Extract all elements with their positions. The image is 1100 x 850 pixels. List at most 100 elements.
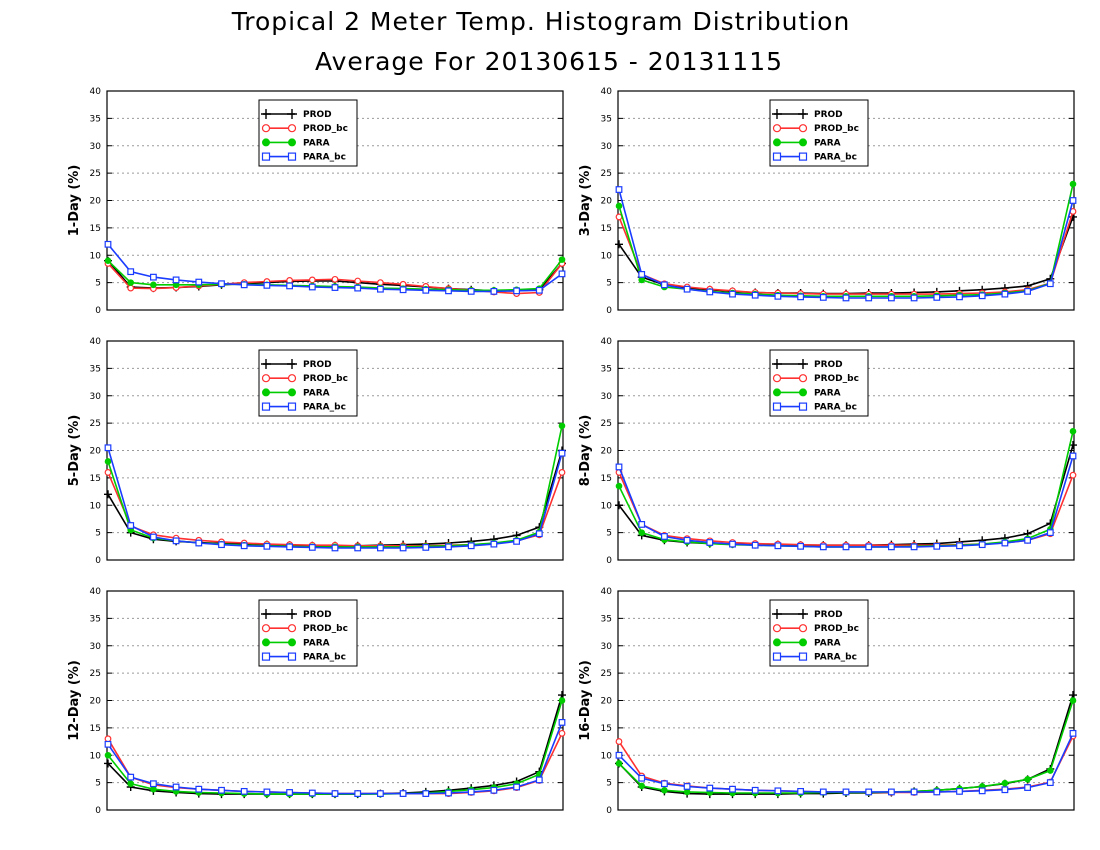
data-point-para-bc [774,787,782,795]
data-point-para-bc [729,290,736,298]
legend-marker-para [288,138,296,147]
legend: PROD PROD_bc PARA PARA_bc [258,99,358,167]
data-point-para [1069,428,1077,435]
data-point-para-bc [887,294,895,302]
data-point-prod [615,240,623,249]
figure-subtitle: Average For 20130615 - 20131115 [315,47,783,76]
data-point-para [150,785,157,793]
data-point-para-bc [660,281,668,289]
legend-marker-para-bc [772,402,782,411]
data-point-prod-bc [104,735,112,743]
data-point-prod [104,490,112,499]
data-point-para [1047,767,1054,774]
y-tick-label: 25 [90,669,101,679]
legend-marker-prod-bc [798,374,808,383]
data-point-para-bc [150,273,157,281]
legend-marker-prod-bc [261,624,271,633]
data-point-para [615,202,623,210]
y-tick-label: 25 [601,669,612,679]
y-tick-label: 15 [601,474,612,484]
data-point-para-bc [422,544,430,551]
y-tick-label: 35 [90,114,101,124]
data-point-prod-bc [377,279,384,287]
data-point-para [104,257,112,265]
data-point-para-bc [683,783,691,790]
y-tick-label: 5 [95,779,101,789]
data-point-para-bc [445,789,452,797]
legend-label-prod: PROD [303,360,332,370]
data-point-para-bc [615,751,623,759]
series-line-prod [618,444,1074,547]
data-point-para [558,697,566,704]
data-point-para-bc [1001,786,1009,794]
y-tick-label: 10 [90,501,102,511]
data-point-para-bc [195,278,203,286]
y-tick-label: 35 [90,364,101,374]
legend: PROD PROD_bc PARA PARA_bc [258,349,358,417]
data-point-para-bc [615,463,623,471]
data-point-para-bc [638,774,646,782]
legend-marker-para-bc [287,402,297,411]
data-point-para [104,751,112,759]
data-point-para-bc [1024,287,1032,295]
data-point-para-bc [751,291,759,299]
y-tick-label: 40 [601,337,613,347]
chart-panel-2: 0 5 10 15 20 25 30 35 40 3-Day (%) PROD PROD_bc PARA… [578,87,1077,316]
legend: PROD PROD_bc PARA PARA_bc [258,599,358,667]
y-tick-label: 30 [601,642,613,652]
data-point-para-bc [683,285,691,293]
data-point-para-bc [865,543,873,551]
data-point-para-bc [218,280,225,288]
y-tick-label: 35 [601,364,612,374]
data-point-para-bc [910,788,918,796]
data-point-para-bc [558,449,566,457]
data-point-prod-bc [127,284,135,292]
legend-marker-prod-bc [798,124,808,133]
data-point-para-bc [933,294,941,301]
data-point-prod [615,501,623,510]
data-point-para-bc [956,787,963,795]
data-point-para-bc [558,718,566,726]
y-tick-label: 10 [601,751,613,761]
data-point-para-bc [706,784,714,792]
legend-label-prod-bc: PROD_bc [303,124,348,134]
legend-marker-para [262,388,270,397]
data-point-para-bc [1024,784,1032,791]
legend-marker-prod [772,109,782,119]
y-tick-label: 15 [90,474,101,484]
y-tick-label: 5 [95,279,101,289]
data-point-para-bc [797,787,804,795]
y-tick-label: 20 [90,197,102,207]
y-tick-label: 40 [90,337,102,347]
legend-marker-prod-bc [772,124,782,133]
legend-label-para: PARA [303,638,330,648]
legend-box [769,349,869,417]
legend-marker-prod [772,609,782,619]
legend-marker-prod [261,109,271,119]
legend-marker-para [288,638,296,647]
data-point-para-bc [399,286,407,294]
data-point-para-bc [127,522,135,529]
legend-marker-para-bc [772,152,782,161]
y-tick-label: 10 [90,751,102,761]
y-tick-label: 20 [90,447,102,457]
data-point-para-bc [615,186,623,193]
data-point-para-bc [819,294,827,301]
legend-label-prod-bc: PROD_bc [814,374,859,384]
y-tick-label: 5 [606,279,612,289]
y-tick-label: 5 [606,529,612,539]
legend-box [258,349,358,417]
data-point-para-bc [127,268,135,276]
data-point-para-bc [683,536,691,544]
data-point-para-bc [240,542,248,550]
y-tick-label: 5 [606,779,612,789]
legend-marker-prod-bc [261,374,271,383]
data-point-prod-bc [354,277,362,285]
data-point-para-bc [1046,779,1054,787]
y-tick-label: 15 [90,224,101,234]
plot-frame [617,340,1075,561]
data-point-para-bc [638,521,646,528]
y-tick-label: 20 [601,447,613,457]
data-point-para-bc [513,783,520,791]
data-point-para-bc [1024,536,1032,544]
